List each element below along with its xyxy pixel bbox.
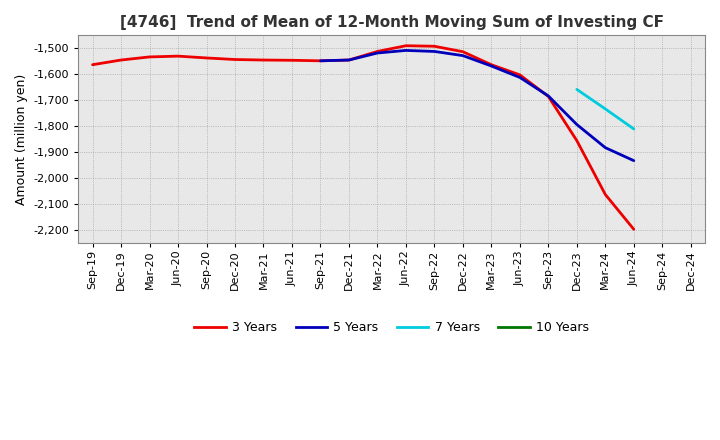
3 Years — [202, 55, 211, 61]
3 Years — [174, 54, 182, 59]
5 Years — [459, 53, 467, 58]
3 Years — [345, 57, 354, 62]
5 Years — [345, 57, 354, 62]
5 Years — [544, 93, 553, 99]
Line: 5 Years: 5 Years — [320, 51, 634, 161]
3 Years — [601, 192, 610, 197]
3 Years — [373, 49, 382, 54]
3 Years — [516, 72, 524, 77]
3 Years — [430, 44, 438, 49]
3 Years — [487, 62, 495, 67]
3 Years — [629, 227, 638, 232]
3 Years — [145, 54, 154, 59]
Title: [4746]  Trend of Mean of 12-Month Moving Sum of Investing CF: [4746] Trend of Mean of 12-Month Moving … — [120, 15, 664, 30]
5 Years — [487, 63, 495, 69]
3 Years — [402, 43, 410, 48]
3 Years — [89, 62, 97, 67]
3 Years — [288, 58, 297, 63]
Line: 7 Years: 7 Years — [577, 89, 634, 129]
5 Years — [516, 75, 524, 80]
7 Years — [572, 87, 581, 92]
3 Years — [316, 58, 325, 63]
7 Years — [601, 106, 610, 112]
Legend: 3 Years, 5 Years, 7 Years, 10 Years: 3 Years, 5 Years, 7 Years, 10 Years — [189, 316, 594, 339]
5 Years — [316, 58, 325, 63]
5 Years — [629, 158, 638, 163]
3 Years — [259, 57, 268, 62]
7 Years — [629, 126, 638, 132]
Y-axis label: Amount (million yen): Amount (million yen) — [15, 74, 28, 205]
3 Years — [117, 57, 125, 62]
Line: 3 Years: 3 Years — [93, 46, 634, 229]
5 Years — [601, 145, 610, 150]
5 Years — [572, 122, 581, 127]
3 Years — [572, 138, 581, 143]
5 Years — [402, 48, 410, 53]
3 Years — [459, 49, 467, 55]
3 Years — [230, 57, 239, 62]
5 Years — [373, 50, 382, 55]
5 Years — [430, 49, 438, 54]
3 Years — [544, 94, 553, 99]
